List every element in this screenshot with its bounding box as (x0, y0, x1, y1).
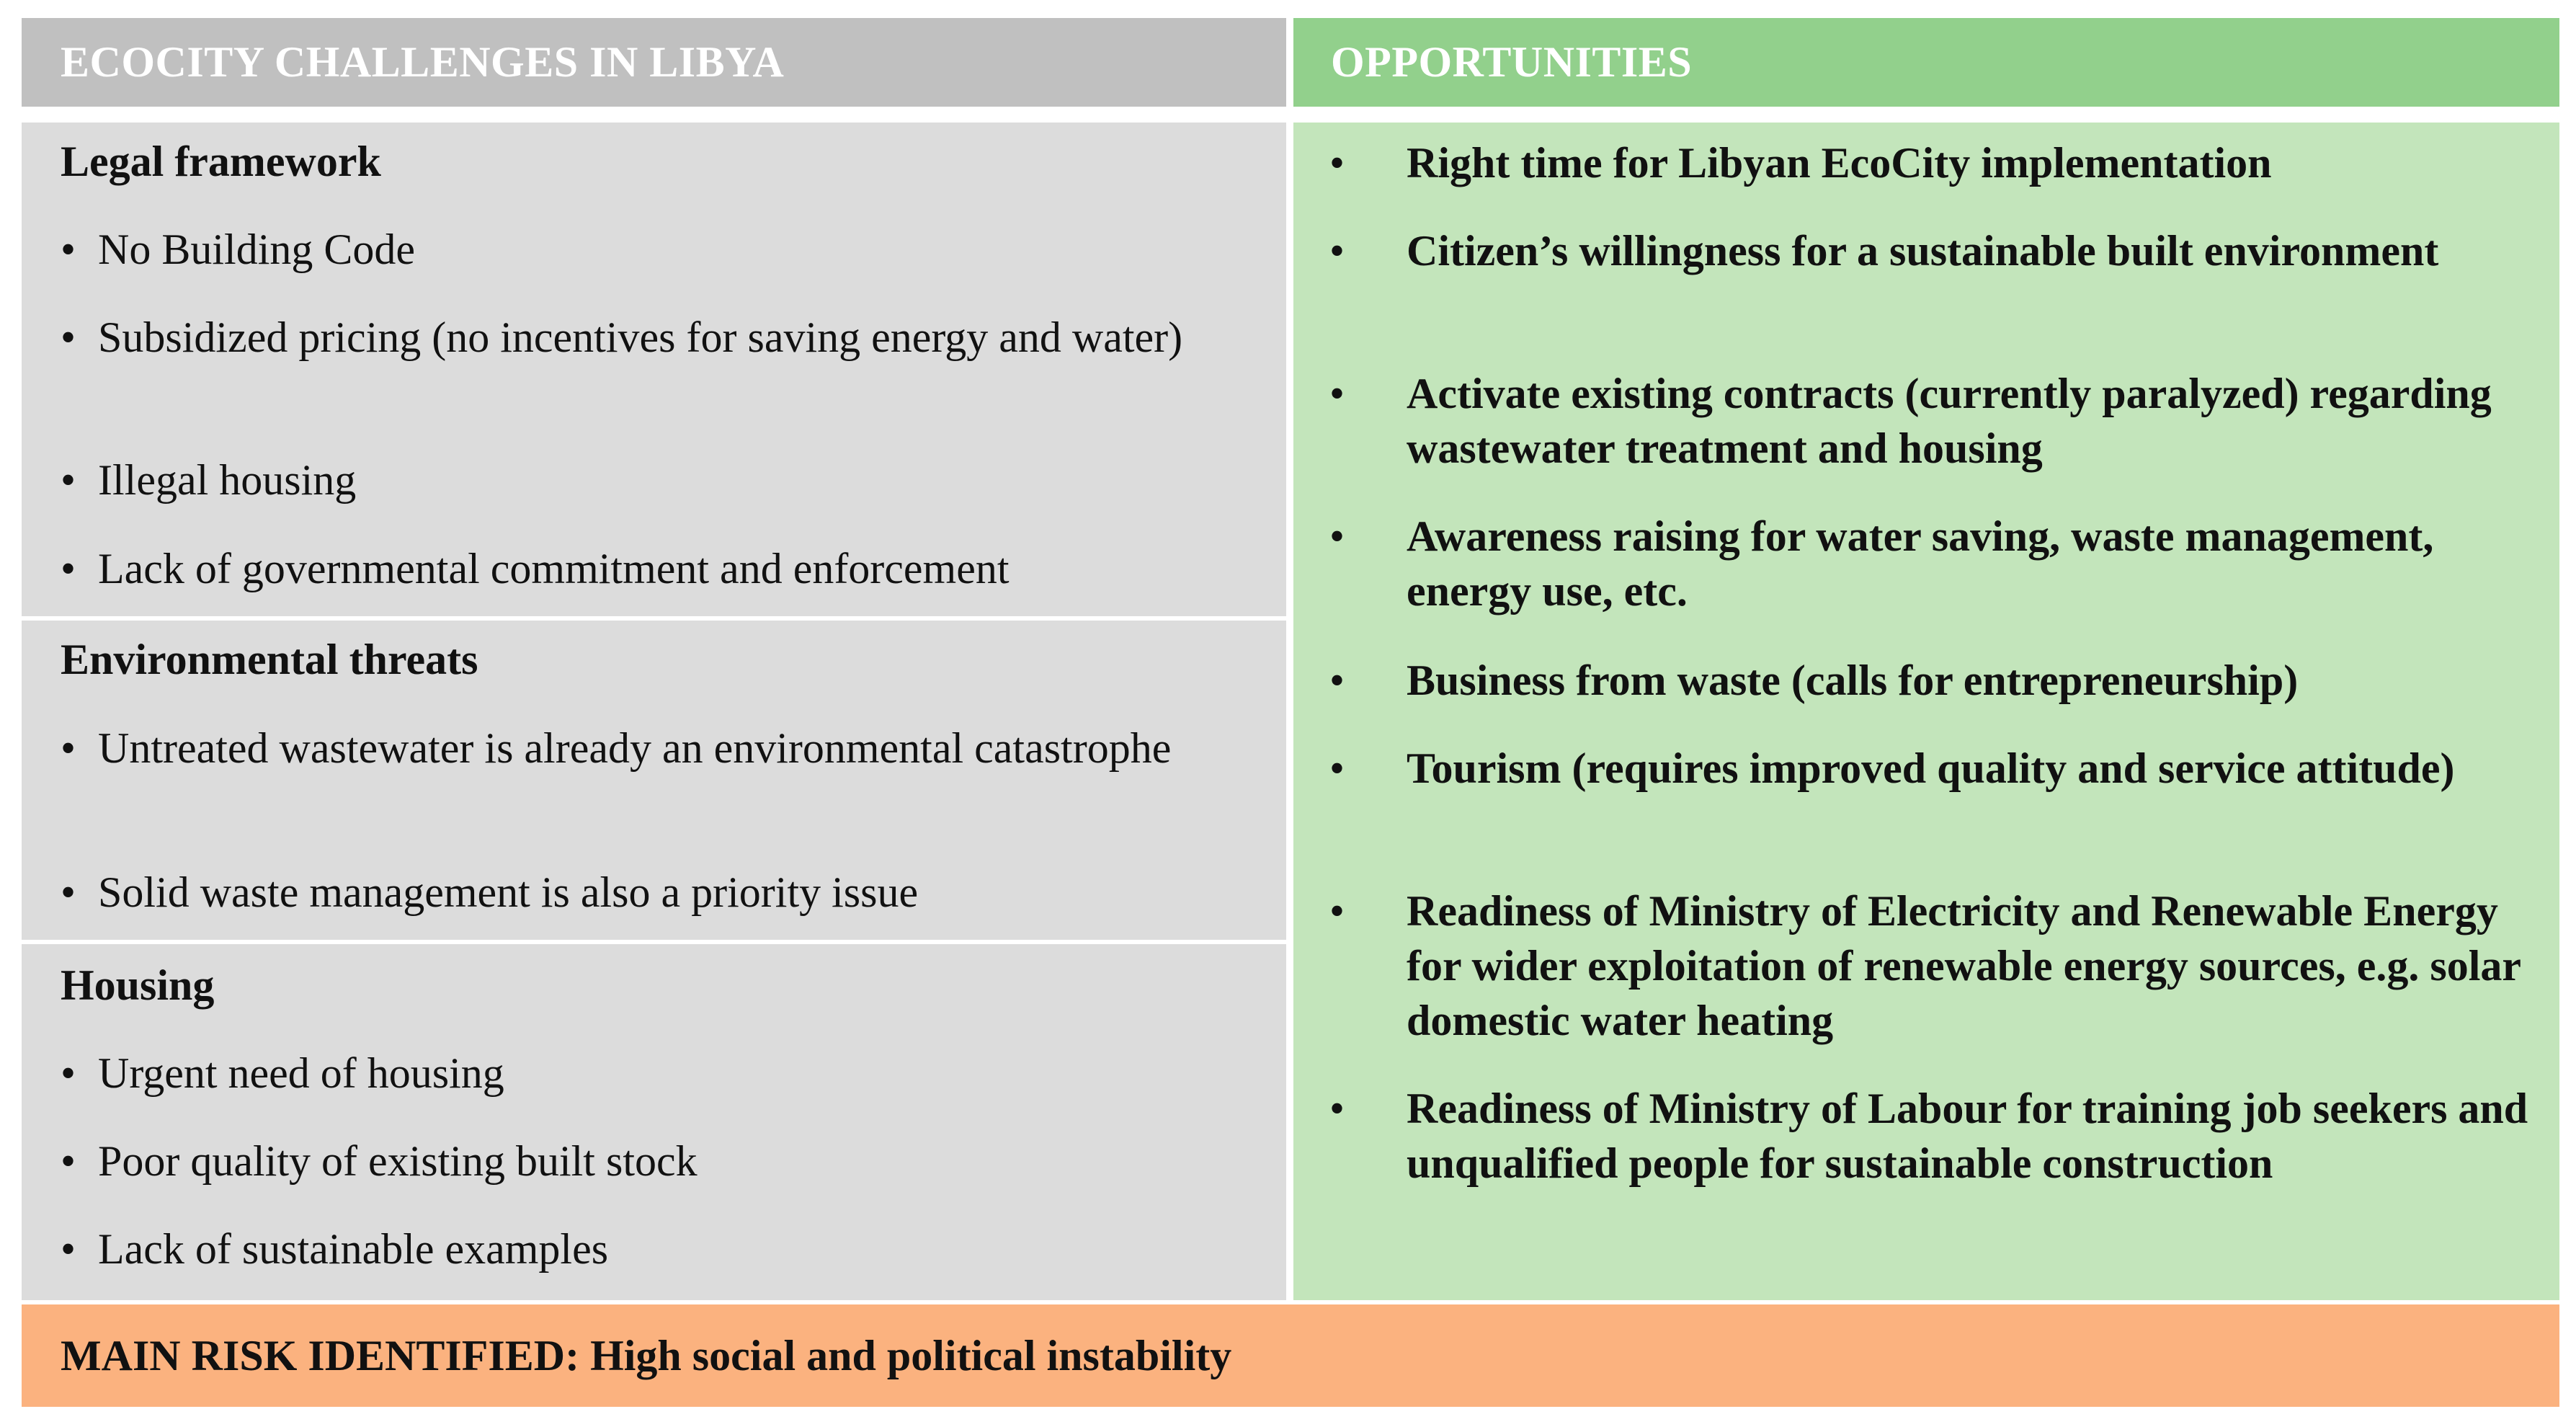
bullet-icon: • (1329, 887, 1345, 935)
opportunity-item: • Tourism (requires improved quality and… (1293, 741, 2545, 796)
opportunities-header-title: OPPORTUNITIES (1331, 38, 1693, 86)
housing-title: Housing (61, 961, 215, 1009)
bullet-icon: • (61, 1225, 76, 1273)
housing-item: • Poor quality of existing built stock (61, 1134, 1265, 1188)
opportunity-item: • Citizen’s willingness for a sustainabl… (1293, 223, 2545, 278)
main-risk-text: MAIN RISK IDENTIFIED: High social and po… (61, 1331, 1232, 1379)
bullet-icon: • (1329, 1085, 1345, 1132)
opportunity-item-text: Citizen’s willingness for a sustainable … (1407, 227, 2439, 275)
bullet-icon: • (61, 868, 76, 916)
opportunity-item: • Business from waste (calls for entrepr… (1293, 653, 2545, 708)
environmental-item: • Untreated wastewater is already an env… (61, 721, 1265, 775)
environmental-threats-title: Environmental threats (61, 636, 478, 683)
bullet-icon: • (61, 226, 76, 273)
housing-item-text: Lack of sustainable examples (98, 1225, 609, 1273)
legal-framework-title: Legal framework (61, 138, 381, 185)
housing-item: • Urgent need of housing (61, 1046, 1265, 1101)
environmental-item-text: Untreated wastewater is already an envir… (98, 724, 1172, 772)
opportunity-item-text: Awareness raising for water saving, wast… (1407, 512, 2434, 615)
opportunity-item-text: Right time for Libyan EcoCity implementa… (1407, 139, 2272, 187)
opportunity-item-text: Tourism (requires improved quality and s… (1407, 744, 2455, 792)
bullet-icon: • (61, 724, 76, 772)
bullet-icon: • (61, 314, 76, 361)
legal-item-text: Illegal housing (98, 456, 357, 504)
bullet-icon: • (1329, 657, 1345, 704)
legal-item-text: No Building Code (98, 226, 416, 273)
bullet-icon: • (61, 456, 76, 504)
bullet-icon: • (1329, 227, 1345, 275)
legal-item-text: Lack of governmental commitment and enfo… (98, 545, 1010, 592)
bullet-icon: • (1329, 512, 1345, 560)
opportunity-item: • Readiness of Ministry of Labour for tr… (1293, 1081, 2545, 1191)
bullet-icon: • (61, 545, 76, 592)
legal-item-text: Subsidized pricing (no incentives for sa… (98, 314, 1183, 361)
housing-section: Housing • Urgent need of housing • Poor … (22, 944, 1286, 1300)
environmental-item: • Solid waste management is also a prior… (61, 865, 1265, 920)
environmental-threats-section: Environmental threats • Untreated wastew… (22, 621, 1286, 940)
opportunity-item-text: Business from waste (calls for entrepren… (1407, 657, 2299, 704)
bullet-icon: • (61, 1049, 76, 1097)
opportunities-section: • Right time for Libyan EcoCity implemen… (1293, 123, 2559, 1300)
opportunity-item: • Readiness of Ministry of Electricity a… (1293, 884, 2545, 1048)
opportunities-header: OPPORTUNITIES (1293, 18, 2559, 107)
legal-item: • Lack of governmental commitment and en… (61, 541, 1265, 596)
opportunity-item-text: Activate existing contracts (currently p… (1407, 370, 2492, 472)
bullet-icon: • (1329, 370, 1345, 417)
housing-item-text: Poor quality of existing built stock (98, 1137, 698, 1185)
legal-item: • Illegal housing (61, 453, 1265, 507)
opportunity-item-text: Readiness of Ministry of Electricity and… (1407, 887, 2521, 1044)
bullet-icon: • (1329, 744, 1345, 792)
opportunity-item: • Awareness raising for water saving, wa… (1293, 509, 2545, 618)
opportunity-item: • Right time for Libyan EcoCity implemen… (1293, 135, 2545, 190)
opportunity-item-text: Readiness of Ministry of Labour for trai… (1407, 1085, 2528, 1187)
environmental-item-text: Solid waste management is also a priorit… (98, 868, 919, 916)
main-risk-banner: MAIN RISK IDENTIFIED: High social and po… (22, 1304, 2559, 1407)
legal-framework-section: Legal framework • No Building Code • Sub… (22, 123, 1286, 616)
challenges-header-title: ECOCITY CHALLENGES IN LIBYA (61, 38, 785, 86)
challenges-header: ECOCITY CHALLENGES IN LIBYA (22, 18, 1286, 107)
bullet-icon: • (1329, 139, 1345, 187)
legal-item: • No Building Code (61, 222, 1265, 277)
housing-item-text: Urgent need of housing (98, 1049, 504, 1097)
housing-item: • Lack of sustainable examples (61, 1222, 1265, 1276)
opportunity-item: • Activate existing contracts (currently… (1293, 366, 2545, 476)
legal-item: • Subsidized pricing (no incentives for … (61, 310, 1265, 365)
bullet-icon: • (61, 1137, 76, 1185)
